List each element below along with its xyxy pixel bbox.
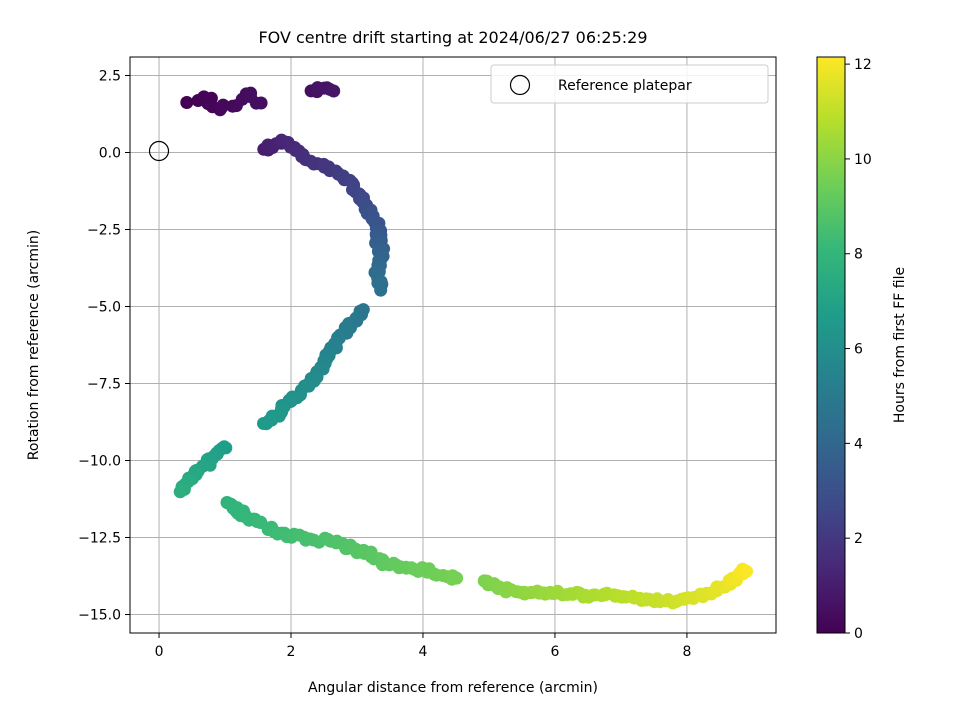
colorbar-tick-label: 10 (854, 152, 872, 168)
colorbar-ticks: 0 2 4 6 8 10 12 (845, 57, 872, 642)
data-points (173, 81, 753, 610)
grid-lines (130, 57, 776, 633)
colorbar-tick-label: 8 (854, 247, 863, 263)
chart-title: FOV centre drift starting at 2024/06/27 … (258, 28, 647, 47)
y-axis-label: Rotation from reference (arcmin) (26, 230, 42, 460)
legend-marker (509, 74, 531, 96)
y-tick-label: −15.0 (78, 608, 121, 624)
y-axis-ticks: 2.5 0.0 −2.5 −5.0 −7.5 −10.0 −12.5 −15.0 (78, 68, 130, 624)
data-point (180, 96, 194, 109)
x-tick-label: 4 (419, 644, 428, 660)
plot-frame (129, 56, 777, 634)
colorbar-tick-label: 4 (854, 436, 863, 452)
colorbar (816, 56, 846, 634)
colorbar-label: Hours from first FF file (892, 267, 908, 423)
legend: Reference platepar (490, 64, 769, 104)
x-tick-label: 0 (155, 644, 164, 660)
colorbar-tick-label: 12 (854, 57, 872, 73)
data-point (254, 96, 268, 110)
data-point (374, 283, 388, 297)
data-point (740, 564, 753, 578)
x-tick-label: 8 (682, 644, 691, 660)
x-tick-label: 2 (287, 644, 296, 660)
y-tick-label: −2.5 (87, 222, 121, 238)
x-axis-label: Angular distance from reference (arcmin) (308, 680, 598, 696)
y-tick-label: −7.5 (87, 377, 121, 393)
x-axis-ticks: 0 2 4 6 8 (155, 633, 691, 660)
data-point (216, 98, 230, 112)
y-tick-label: −12.5 (78, 531, 121, 547)
colorbar-tick-label: 0 (854, 626, 863, 642)
y-tick-label: −5.0 (87, 299, 121, 315)
colorbar-tick-label: 2 (854, 531, 863, 547)
x-tick-label: 6 (550, 644, 559, 660)
legend-label: Reference platepar (558, 78, 692, 94)
y-tick-label: 0.0 (99, 145, 121, 161)
data-point (327, 84, 341, 98)
reference-marker (148, 140, 170, 162)
y-tick-label: 2.5 (99, 68, 121, 84)
legend-box (490, 64, 769, 104)
colorbar-tick-label: 6 (854, 342, 863, 358)
data-point (450, 571, 464, 585)
y-tick-label: −10.0 (78, 454, 121, 470)
data-point (257, 417, 270, 430)
data-point (173, 485, 187, 499)
